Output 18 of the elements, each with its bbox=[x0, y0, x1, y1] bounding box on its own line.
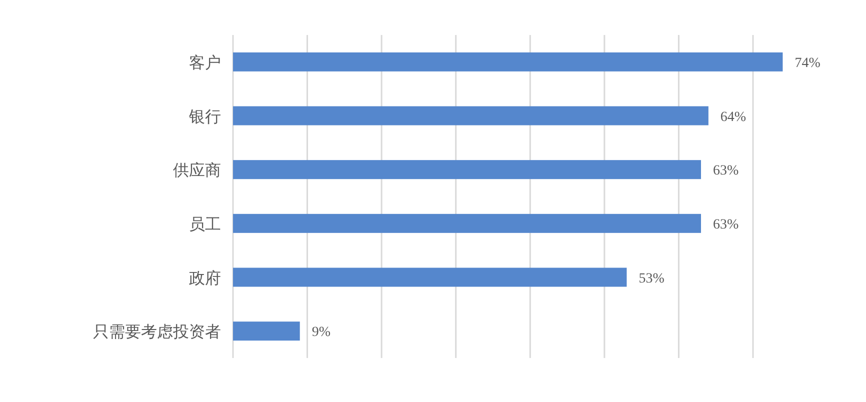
bar bbox=[233, 268, 627, 287]
data-label: 74% bbox=[794, 56, 821, 71]
bar bbox=[233, 214, 701, 233]
y-tick-label: 只需要考虑投资者 bbox=[93, 323, 221, 342]
bar bbox=[233, 160, 701, 180]
data-label: 9% bbox=[312, 325, 331, 340]
y-tick-label: 政府 bbox=[189, 269, 221, 288]
y-tick-label: 员工 bbox=[189, 216, 221, 234]
data-label: 53% bbox=[638, 271, 665, 286]
y-tick-label: 供应商 bbox=[173, 162, 221, 180]
bar bbox=[233, 52, 783, 72]
bar bbox=[233, 322, 300, 341]
data-label: 63% bbox=[713, 164, 739, 179]
bar bbox=[233, 106, 708, 126]
data-label: 64% bbox=[720, 110, 746, 125]
y-tick-label: 银行 bbox=[188, 108, 221, 126]
y-tick-label: 客户 bbox=[189, 54, 221, 72]
data-label: 63% bbox=[713, 217, 739, 232]
